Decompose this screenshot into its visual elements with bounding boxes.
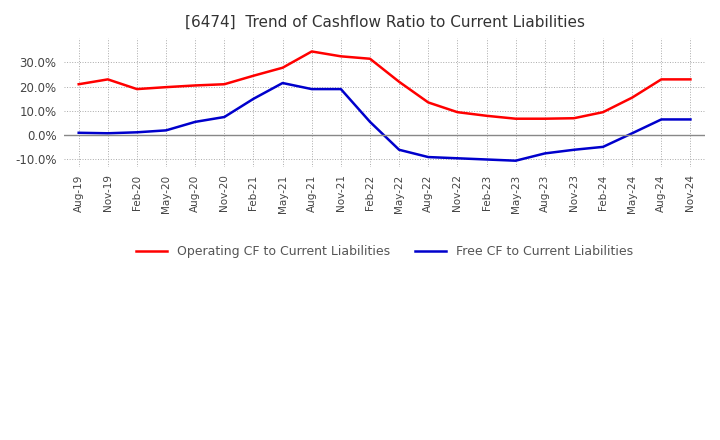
Legend: Operating CF to Current Liabilities, Free CF to Current Liabilities: Operating CF to Current Liabilities, Fre… [131, 240, 639, 263]
Operating CF to Current Liabilities [482, 113, 491, 118]
Operating CF to Current Liabilities [220, 81, 229, 87]
Title: [6474]  Trend of Cashflow Ratio to Current Liabilities: [6474] Trend of Cashflow Ratio to Curren… [184, 15, 585, 30]
Operating CF to Current Liabilities [162, 84, 171, 90]
Operating CF to Current Liabilities [570, 116, 578, 121]
Free CF to Current Liabilities [511, 158, 520, 163]
Free CF to Current Liabilities [570, 147, 578, 152]
Free CF to Current Liabilities [482, 157, 491, 162]
Free CF to Current Liabilities [132, 130, 141, 135]
Free CF to Current Liabilities [366, 119, 374, 125]
Free CF to Current Liabilities [220, 114, 229, 120]
Operating CF to Current Liabilities [395, 79, 403, 84]
Operating CF to Current Liabilities [541, 116, 549, 121]
Operating CF to Current Liabilities [279, 65, 287, 70]
Operating CF to Current Liabilities [336, 54, 345, 59]
Free CF to Current Liabilities [424, 154, 433, 160]
Operating CF to Current Liabilities [104, 77, 112, 82]
Operating CF to Current Liabilities [366, 56, 374, 62]
Free CF to Current Liabilities [541, 151, 549, 156]
Operating CF to Current Liabilities [249, 73, 258, 78]
Free CF to Current Liabilities [657, 117, 665, 122]
Operating CF to Current Liabilities [511, 116, 520, 121]
Operating CF to Current Liabilities [307, 49, 316, 54]
Free CF to Current Liabilities [336, 86, 345, 92]
Operating CF to Current Liabilities [599, 110, 608, 115]
Free CF to Current Liabilities [599, 144, 608, 150]
Line: Operating CF to Current Liabilities: Operating CF to Current Liabilities [78, 51, 690, 119]
Free CF to Current Liabilities [453, 156, 462, 161]
Free CF to Current Liabilities [686, 117, 695, 122]
Operating CF to Current Liabilities [657, 77, 665, 82]
Operating CF to Current Liabilities [686, 77, 695, 82]
Free CF to Current Liabilities [191, 119, 199, 125]
Operating CF to Current Liabilities [132, 86, 141, 92]
Free CF to Current Liabilities [279, 81, 287, 86]
Free CF to Current Liabilities [628, 131, 636, 136]
Free CF to Current Liabilities [307, 86, 316, 92]
Free CF to Current Liabilities [395, 147, 403, 152]
Operating CF to Current Liabilities [74, 81, 83, 87]
Free CF to Current Liabilities [74, 130, 83, 136]
Operating CF to Current Liabilities [453, 110, 462, 115]
Free CF to Current Liabilities [249, 96, 258, 102]
Operating CF to Current Liabilities [191, 83, 199, 88]
Operating CF to Current Liabilities [424, 100, 433, 105]
Line: Free CF to Current Liabilities: Free CF to Current Liabilities [78, 83, 690, 161]
Operating CF to Current Liabilities [628, 95, 636, 100]
Free CF to Current Liabilities [162, 128, 171, 133]
Free CF to Current Liabilities [104, 131, 112, 136]
